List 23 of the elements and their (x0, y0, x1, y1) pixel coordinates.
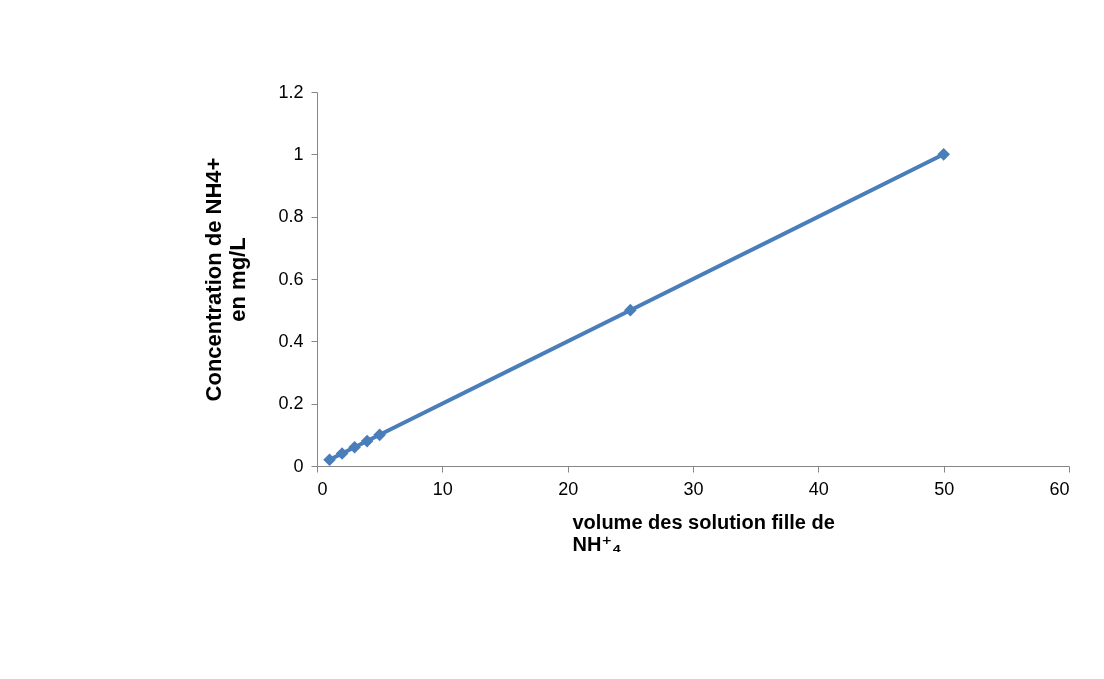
x-tick-label: 60 (1049, 478, 1070, 499)
x-tick-label: 30 (683, 478, 704, 499)
y-tick-label: 0.4 (278, 330, 304, 351)
x-tick-label: 40 (808, 478, 829, 499)
x-axis-title: volume des solution fille de NH⁺₄ (572, 510, 835, 555)
x-tick-label: 20 (558, 478, 579, 499)
point (624, 303, 637, 317)
point (373, 428, 386, 442)
point (360, 434, 374, 448)
point (335, 447, 349, 460)
y-tick-label: 0.2 (278, 393, 304, 414)
y-tick-label: 0.8 (278, 206, 304, 227)
point (323, 453, 336, 467)
point (937, 148, 950, 161)
point (348, 440, 361, 454)
y-tick-label: 0 (293, 455, 304, 476)
x-tick-label: 0 (317, 478, 328, 499)
y-axis-title: Concentration de NH4+ en mg/L (201, 157, 251, 402)
y-tick-label: 0.6 (278, 268, 304, 289)
x-tick-label: 10 (432, 478, 453, 499)
y-tick-label: 1 (293, 143, 304, 164)
y-tick-label: 1.2 (278, 81, 304, 102)
x-tick-label: 50 (934, 478, 955, 499)
